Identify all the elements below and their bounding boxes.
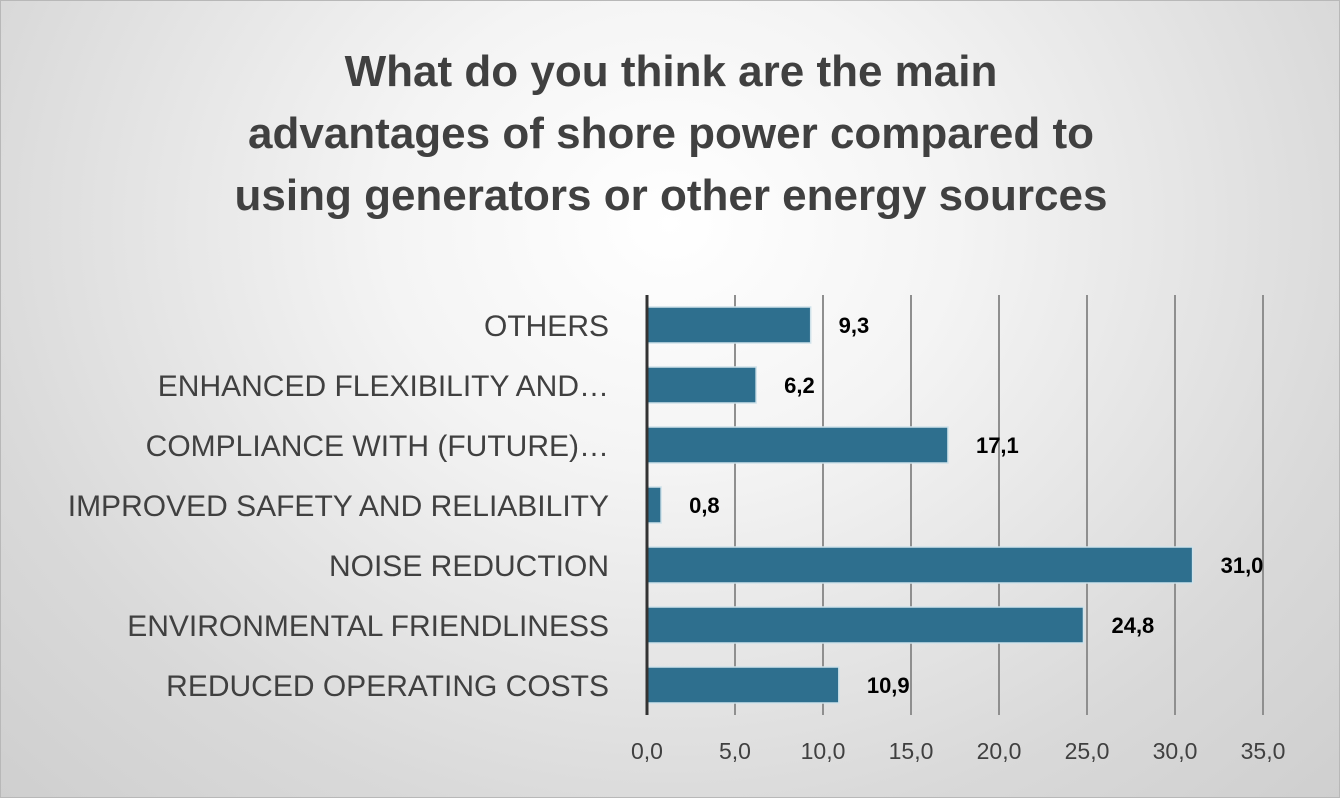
data-label: 10,9 — [867, 673, 910, 698]
bar — [646, 426, 949, 464]
category-label: ENHANCED FLEXIBILITY AND… — [158, 370, 609, 403]
chart-title: What do you think are the main advantage… — [121, 41, 1221, 227]
x-tick-label: 30,0 — [1153, 738, 1198, 764]
category-label: REDUCED OPERATING COSTS — [166, 670, 609, 703]
x-tick-label: 5,0 — [719, 738, 751, 764]
category-label: IMPROVED SAFETY AND RELIABILITY — [68, 490, 609, 523]
bar — [646, 606, 1085, 644]
bar — [646, 546, 1194, 584]
bar — [646, 366, 757, 404]
data-label: 31,0 — [1221, 553, 1264, 578]
x-tick-label: 10,0 — [801, 738, 846, 764]
chart-title-line-2: advantages of shore power compared to — [248, 109, 1094, 158]
bar — [646, 486, 662, 524]
category-label: COMPLIANCE WITH (FUTURE)… — [146, 430, 609, 463]
x-tick-label: 0,0 — [631, 738, 663, 764]
data-label: 6,2 — [784, 373, 815, 398]
category-label: OTHERS — [484, 310, 609, 343]
bar — [646, 306, 812, 344]
x-tick-label: 25,0 — [1065, 738, 1110, 764]
chart-title-line-3: using generators or other energy sources — [234, 171, 1108, 220]
category-label: ENVIRONMENTAL FRIENDLINESS — [127, 610, 609, 643]
x-tick-label: 35,0 — [1241, 738, 1286, 764]
x-tick-label: 15,0 — [889, 738, 934, 764]
category-label: NOISE REDUCTION — [329, 550, 609, 583]
data-label: 9,3 — [839, 313, 870, 338]
data-label: 0,8 — [689, 493, 720, 518]
data-label: 24,8 — [1111, 613, 1154, 638]
bar — [646, 666, 840, 704]
data-label: 17,1 — [976, 433, 1019, 458]
x-tick-label: 20,0 — [977, 738, 1022, 764]
chart-title-line-1: What do you think are the main — [344, 47, 998, 96]
